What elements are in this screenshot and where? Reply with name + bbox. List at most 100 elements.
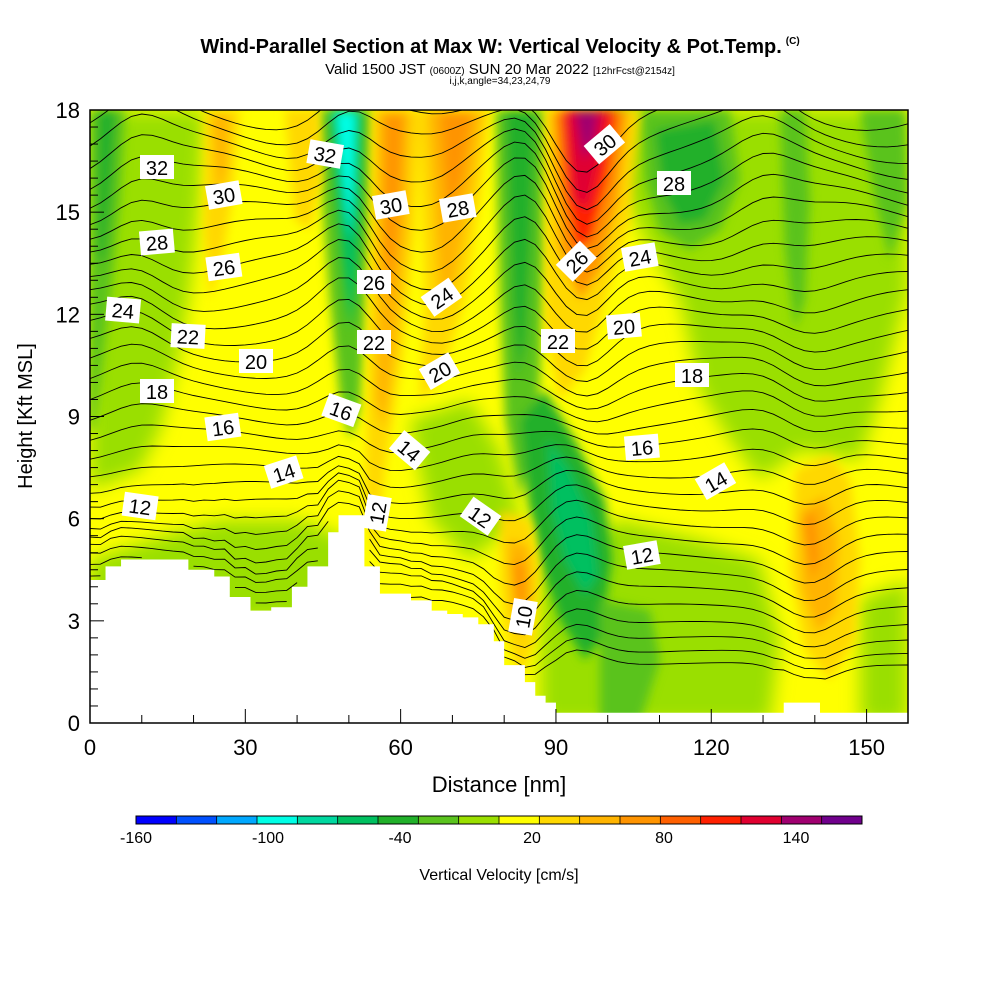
contour-label-bg [675,363,709,387]
velocity-field [90,110,908,723]
y-tick-label: 12 [56,302,80,327]
theta-contour-line [504,637,908,670]
theta-contour-line [90,444,908,472]
field-band-low-updraft-deep [512,560,526,610]
contour-label: 22 [541,329,575,354]
contour-label: 20 [605,312,642,340]
colorbar-swatch [136,816,177,824]
contour-label-text: 32 [312,143,338,169]
contour-label: 18 [675,363,709,388]
contour-label-bg [621,242,659,272]
contour-label-bg [555,240,597,282]
contour-label: 12 [121,491,159,520]
colorbar-swatch [781,816,823,824]
theta-contour-line [90,141,908,238]
x-tick-label: 120 [693,735,730,760]
contour-label: 32 [140,155,174,180]
contour-label-text: 26 [212,257,237,282]
theta-contour-line [90,277,908,350]
contour-label-text: 12 [629,544,655,570]
theta-contour-line [90,382,908,423]
contour-label: 12 [362,494,392,532]
field-band-far-right-green [860,110,908,260]
contour-label-text: 22 [547,332,569,354]
colorbar-tick-label: -40 [388,830,411,847]
contour-label-text: 24 [111,300,135,324]
field-region-bottom-right-green [860,580,908,723]
theta-contour-line [90,575,908,648]
contour-label: 10 [508,598,538,636]
contour-label: 28 [439,193,477,223]
contour-label-bg [140,379,174,403]
theta-contour-line [90,501,908,586]
contour-label-bg [418,352,461,391]
theta-contour-line [90,362,908,410]
contour-label-bg [623,540,661,570]
theta-contour-line [90,343,908,397]
colorbar-swatch [499,816,540,824]
theta-contour-line [90,113,908,211]
contour-label-text: 12 [366,500,392,526]
contour-label: 20 [239,349,273,374]
contour-label: 30 [205,180,243,210]
chart-title: Wind-Parallel Section at Max W: Vertical… [0,36,1000,59]
contour-label: 16 [204,412,242,441]
theta-contour-line [90,239,908,320]
field-band-right-updraft-deep [802,510,820,580]
field-band-x30-amber [212,115,230,200]
contour-label-bg [657,171,691,195]
y-tick-label: 3 [68,609,80,634]
contour-label: 24 [621,242,659,272]
colorbar-tick-label: 20 [523,830,541,847]
theta-contour-line [90,194,908,273]
contour-label-text: 20 [612,316,636,340]
colorbar-label: Vertical Velocity [cm/s] [419,867,578,884]
contour-label-bg [623,433,660,461]
contour-label-bg [263,455,304,489]
colorbar: -160 -100 -40 20 80 140 [120,815,863,847]
contour-label-text: 22 [363,333,385,355]
terrain-mask [90,515,908,723]
theta-contour-line [90,490,908,566]
copyright-mark: (C) [785,36,800,47]
contour-label-bg [140,155,174,179]
contour-label-bg [239,349,273,373]
contour-label-bg [694,462,737,501]
colorbar-swatch [821,816,863,824]
theta-contour-line [198,110,908,173]
contour-label: 16 [623,433,660,461]
contour-label-bg [306,139,344,169]
plot-frame [89,109,909,724]
forecast-info: [12hrFcst@2154z] [593,66,675,77]
contour-label-text: 28 [145,232,169,256]
contour-label: 26 [357,270,391,295]
contour-label-text: 30 [211,184,237,210]
contour-label-bg [205,252,243,282]
contour-label-bg [357,270,391,294]
colorbar-tick-label: -160 [120,830,152,847]
y-tick-label: 15 [56,200,80,225]
contour-label-bg [372,190,410,220]
y-axis-label: Height [Kft MSL] [15,343,37,489]
y-axis: 0 3 6 9 12 15 18 [56,98,80,736]
contour-label-text: 32 [146,158,168,180]
theta-contour-line [90,321,908,382]
contour-label-bg [357,330,391,354]
contour-label-text: 28 [663,174,685,196]
chart-subtitle: Valid 1500 JST (0600Z) SUN 20 Mar 2022 [… [0,61,1000,78]
valid-prefix: Valid 1500 JST [325,61,426,78]
theta-contour-line [90,257,908,333]
contour-label: 24 [105,296,142,324]
theta-contour-line [90,298,908,367]
colorbar-swatch [539,816,581,824]
contour-label-bg [439,193,477,223]
field-band-cyan [336,112,356,240]
contour-label-bg [508,598,538,636]
colorbar-swatch [741,816,782,824]
contour-label-bg [388,430,431,471]
y-tick-label: 9 [68,405,80,430]
contour-label: 22 [170,323,206,350]
theta-contour-line [90,110,908,193]
theta-contour-line [524,649,908,680]
